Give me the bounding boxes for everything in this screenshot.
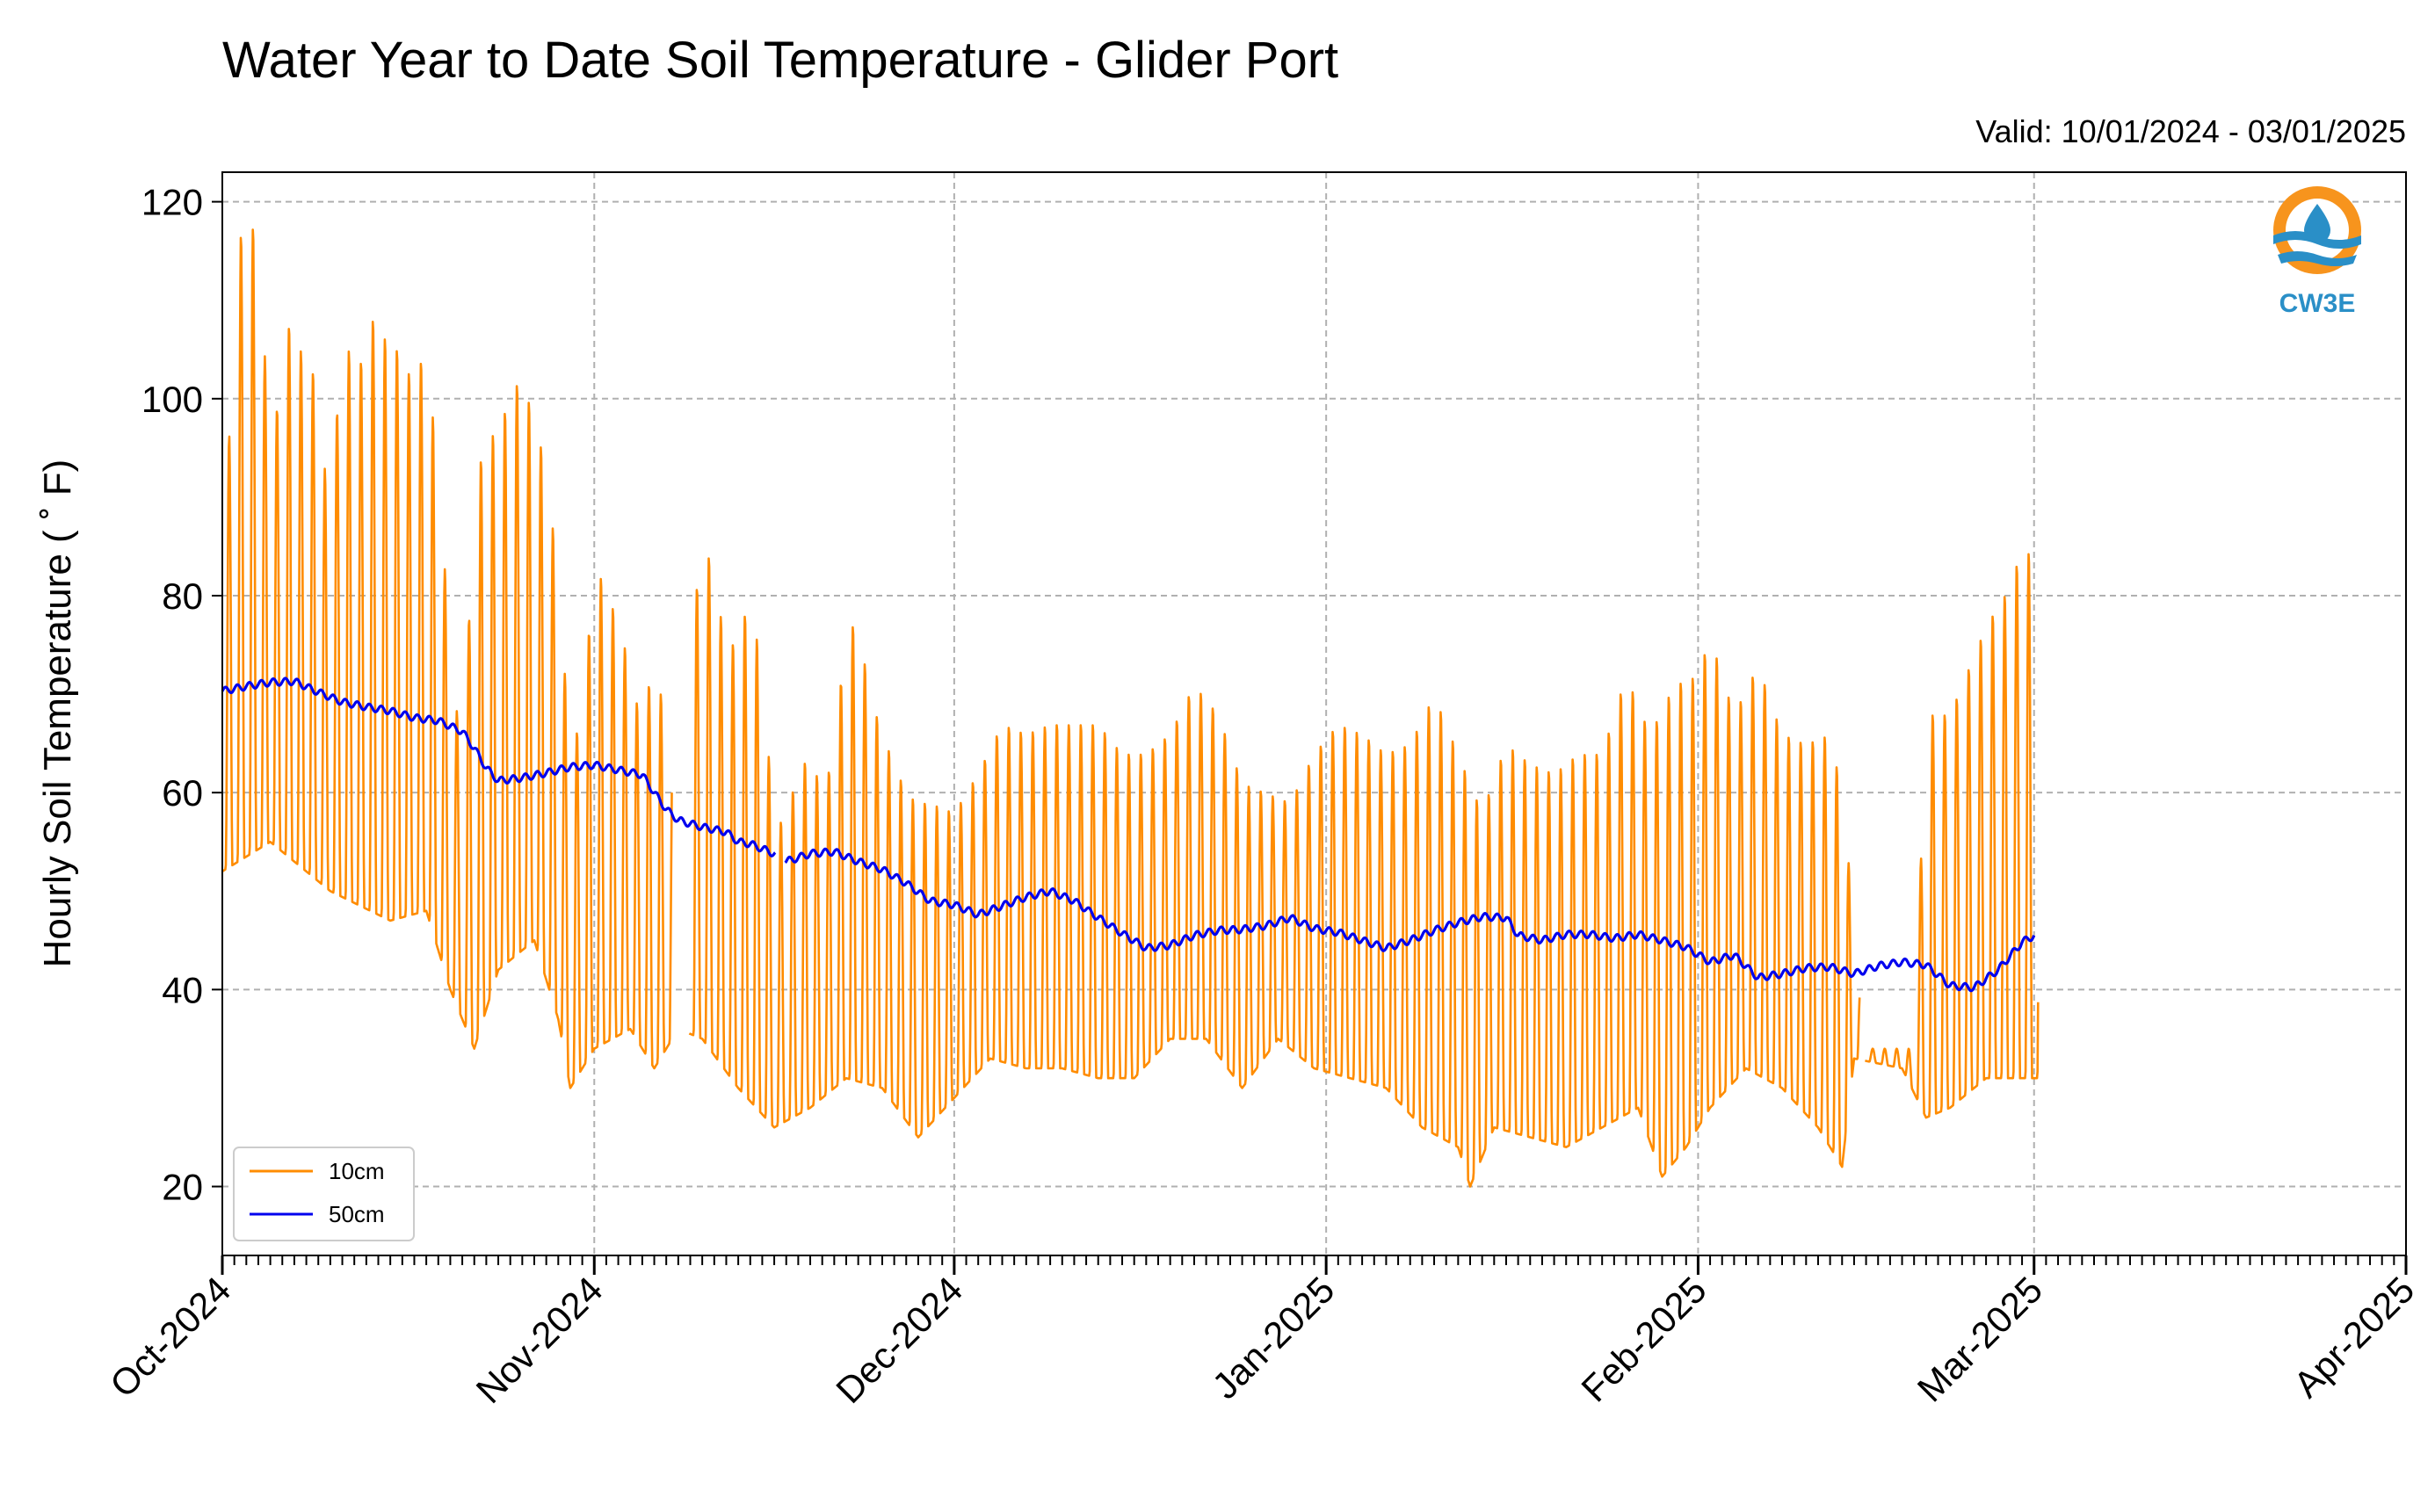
chart-title: Water Year to Date Soil Temperature - Gl…	[222, 32, 1338, 89]
water-drop-icon	[2304, 204, 2330, 243]
legend-box	[233, 1147, 415, 1241]
series-10cm-line	[221, 228, 2040, 1188]
legend-label-10cm: 10cm	[329, 1158, 385, 1184]
cw3e-logo: CW3E	[2273, 186, 2361, 318]
y-tick-label: 60	[162, 772, 203, 814]
y-tick-label: 20	[162, 1167, 203, 1208]
y-tick-label: 40	[162, 969, 203, 1010]
y-axis-label: Hourly Soil Temperature ( ˚ F)	[36, 459, 79, 968]
series-50cm-path	[221, 676, 2036, 993]
logo-waves-2	[2278, 251, 2357, 266]
legend: 10cm 50cm	[233, 1147, 415, 1241]
valid-date-range: Valid: 10/01/2024 - 03/01/2025	[1975, 113, 2406, 149]
series-50cm-line	[221, 676, 2036, 993]
y-tick-label: 120	[141, 182, 203, 223]
series-10cm-path	[221, 228, 2040, 1188]
y-tick-label: 100	[141, 379, 203, 420]
logo-text: CW3E	[2279, 289, 2356, 318]
y-axis: 20 40 60 80 100 120	[141, 182, 222, 1208]
legend-label-50cm: 50cm	[329, 1201, 385, 1227]
y-tick-label: 80	[162, 575, 203, 617]
